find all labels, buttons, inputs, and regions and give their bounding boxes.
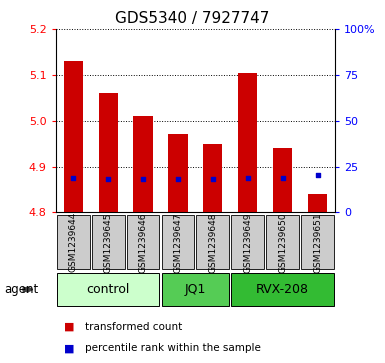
Text: agent: agent bbox=[4, 283, 38, 296]
Text: GDS5340 / 7927747: GDS5340 / 7927747 bbox=[116, 11, 270, 26]
Text: ■: ■ bbox=[64, 343, 74, 354]
Text: ■: ■ bbox=[64, 322, 74, 332]
Text: control: control bbox=[87, 283, 130, 296]
Text: GSM1239650: GSM1239650 bbox=[278, 212, 287, 273]
Text: GSM1239644: GSM1239644 bbox=[69, 212, 78, 273]
FancyBboxPatch shape bbox=[162, 215, 194, 269]
Bar bbox=[64, 61, 83, 212]
Text: GSM1239647: GSM1239647 bbox=[173, 212, 182, 273]
Bar bbox=[99, 93, 118, 212]
FancyBboxPatch shape bbox=[196, 215, 229, 269]
Text: transformed count: transformed count bbox=[85, 322, 182, 332]
Point bbox=[244, 175, 251, 180]
FancyBboxPatch shape bbox=[57, 215, 90, 269]
Bar bbox=[203, 144, 223, 212]
Text: RVX-208: RVX-208 bbox=[256, 283, 309, 296]
FancyBboxPatch shape bbox=[231, 215, 264, 269]
Point bbox=[70, 175, 76, 181]
Text: JQ1: JQ1 bbox=[185, 283, 206, 296]
Text: percentile rank within the sample: percentile rank within the sample bbox=[85, 343, 261, 354]
Bar bbox=[308, 194, 327, 212]
Point bbox=[105, 176, 111, 182]
FancyBboxPatch shape bbox=[266, 215, 299, 269]
Text: GSM1239651: GSM1239651 bbox=[313, 212, 322, 273]
Bar bbox=[134, 116, 152, 212]
Bar bbox=[168, 134, 187, 212]
Point bbox=[175, 176, 181, 182]
FancyBboxPatch shape bbox=[92, 215, 125, 269]
Text: GSM1239648: GSM1239648 bbox=[208, 212, 218, 273]
Text: GSM1239649: GSM1239649 bbox=[243, 212, 252, 273]
Bar bbox=[238, 73, 257, 212]
Point bbox=[315, 172, 321, 178]
Bar bbox=[273, 148, 292, 212]
FancyBboxPatch shape bbox=[127, 215, 159, 269]
Point bbox=[210, 176, 216, 182]
FancyBboxPatch shape bbox=[301, 215, 334, 269]
Text: GSM1239646: GSM1239646 bbox=[139, 212, 147, 273]
Point bbox=[280, 176, 286, 182]
Point bbox=[140, 176, 146, 182]
FancyBboxPatch shape bbox=[57, 273, 159, 306]
FancyBboxPatch shape bbox=[231, 273, 334, 306]
FancyBboxPatch shape bbox=[162, 273, 229, 306]
Text: GSM1239645: GSM1239645 bbox=[104, 212, 113, 273]
